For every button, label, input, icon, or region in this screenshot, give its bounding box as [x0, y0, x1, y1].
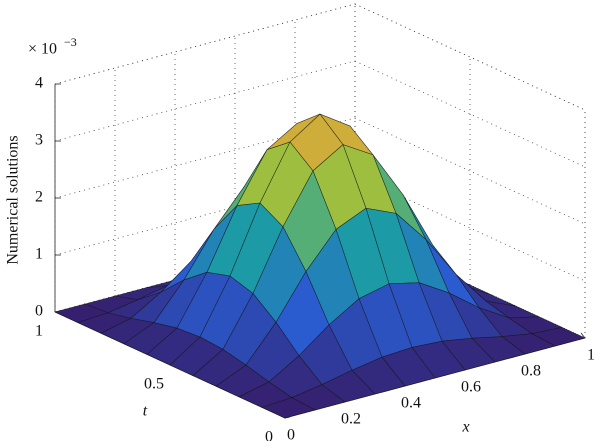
x-tick-label: 1: [587, 347, 595, 364]
grid-line: [54, 60, 356, 142]
z-tick-label: 2: [35, 189, 43, 206]
x-tick-label: 0.4: [401, 395, 421, 412]
t-tick-label: 1: [35, 323, 43, 340]
x-tick-label: 0.6: [461, 379, 481, 396]
z-tick-label: 1: [35, 246, 43, 263]
x-axis-label: x: [461, 419, 469, 436]
t-tick-label: 0: [265, 429, 273, 441]
surface-cell: [261, 397, 316, 419]
z-scale-base: × 10: [28, 41, 57, 58]
z-tick-label: 3: [35, 132, 43, 149]
grid-line: [54, 174, 356, 256]
z-tick-label: 4: [35, 75, 43, 92]
z-tick-label: 0: [35, 303, 43, 320]
x-tick-label: 0: [287, 427, 295, 441]
grid-line: [54, 3, 356, 85]
x-tick: [580, 332, 586, 339]
grid-line: [54, 117, 356, 199]
t-tick-label: 0.5: [144, 376, 164, 393]
z-axis-label: Numerical solutions: [5, 135, 22, 264]
x-tick-label: 0.2: [341, 411, 361, 428]
t-axis-label: t: [143, 403, 148, 420]
z-scale-exponent: −3: [64, 35, 77, 49]
x-tick-label: 0.8: [521, 363, 541, 380]
